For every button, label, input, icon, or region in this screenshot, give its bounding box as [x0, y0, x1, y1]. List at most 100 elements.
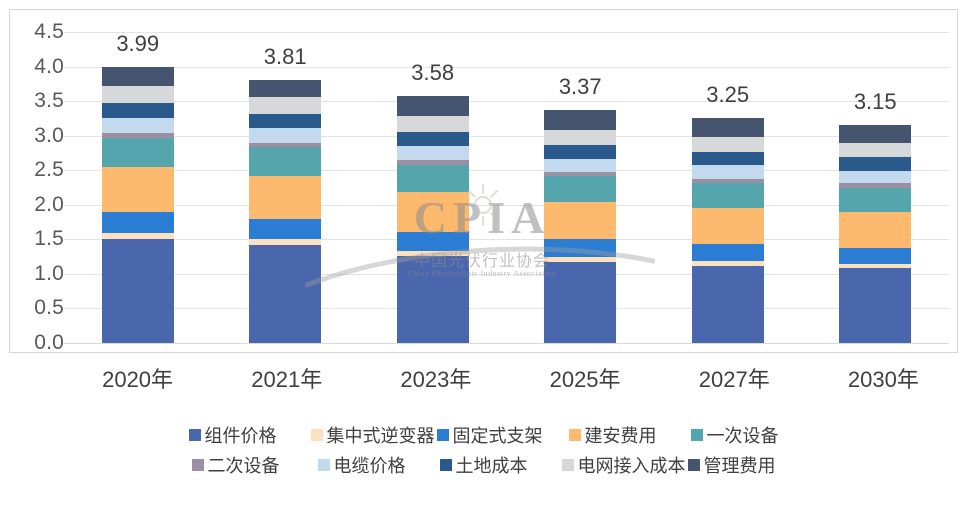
legend-item[interactable]: 电缆价格: [317, 452, 406, 478]
bar-segment[interactable]: [101, 167, 174, 212]
bar-segment[interactable]: [839, 268, 912, 343]
bar-segment[interactable]: [691, 137, 764, 152]
bar-segment[interactable]: [544, 172, 617, 177]
gridline: [64, 66, 949, 68]
bar-segment[interactable]: [839, 211, 912, 248]
y-axis-tick-label: 4.0: [34, 54, 64, 78]
legend-label: 电网接入成本: [577, 456, 686, 476]
legend-item[interactable]: 一次设备: [690, 422, 779, 448]
stacked-bar[interactable]: [101, 67, 174, 343]
bar-segment[interactable]: [544, 159, 617, 173]
stacked-bar[interactable]: [249, 79, 322, 343]
x-axis-tick-label: 2021年: [251, 367, 323, 392]
bar-segment[interactable]: [691, 261, 764, 266]
bar-segment[interactable]: [839, 143, 912, 158]
bar-segment[interactable]: [249, 142, 322, 148]
legend-item[interactable]: 电网接入成本: [561, 452, 686, 478]
bar-group[interactable]: 3.37: [507, 10, 654, 354]
bar-segment[interactable]: [544, 110, 617, 131]
bar-segment[interactable]: [101, 137, 174, 168]
bar-segment[interactable]: [396, 255, 469, 343]
y-axis-tick-label: 3.0: [34, 123, 64, 147]
bar-segment[interactable]: [396, 164, 469, 192]
x-axis-tick-label: 2023年: [400, 367, 472, 392]
bar-segment[interactable]: [249, 147, 322, 176]
bar-segment[interactable]: [249, 79, 322, 98]
stacked-bar[interactable]: [544, 110, 617, 343]
bar-total-label: 3.37: [558, 74, 602, 100]
bar-segment[interactable]: [544, 257, 617, 263]
bar-segment[interactable]: [249, 218, 322, 240]
bar-segment[interactable]: [396, 131, 469, 147]
bar-segment[interactable]: [691, 118, 764, 138]
bar-segment[interactable]: [101, 67, 174, 86]
bar-segment[interactable]: [691, 151, 764, 166]
legend-item[interactable]: 管理费用: [687, 452, 776, 478]
bar-segment[interactable]: [839, 247, 912, 265]
legend-item[interactable]: 二次设备: [191, 452, 280, 478]
stacked-bar[interactable]: [396, 95, 469, 343]
bar-segment[interactable]: [101, 211, 174, 234]
legend-label: 固定式支架: [452, 426, 543, 446]
bar-segment[interactable]: [396, 191, 469, 232]
y-axis-tick-label: 2.5: [34, 158, 64, 182]
bar-segment[interactable]: [839, 157, 912, 171]
bar-segment[interactable]: [691, 165, 764, 179]
bar-segment[interactable]: [249, 175, 322, 219]
bar-segment[interactable]: [544, 130, 617, 146]
bar-segment[interactable]: [101, 103, 174, 118]
x-axis-tick-label: 2027年: [698, 367, 770, 392]
bar-total-label: 3.58: [411, 59, 455, 85]
gridline: [64, 32, 949, 33]
bar-segment[interactable]: [396, 231, 469, 252]
bar-segment[interactable]: [691, 265, 764, 343]
bar-group[interactable]: 3.81: [211, 10, 358, 354]
bar-segment[interactable]: [101, 117, 174, 133]
bar-group[interactable]: 3.25: [654, 10, 801, 354]
legend-item[interactable]: 组件价格: [188, 422, 277, 448]
bar-segment[interactable]: [101, 85, 174, 104]
bar-segment[interactable]: [249, 113, 322, 129]
y-axis-tick-label: 2.0: [34, 192, 64, 216]
bar-segment[interactable]: [839, 170, 912, 184]
bar-segment[interactable]: [691, 207, 764, 245]
bar-segment[interactable]: [839, 187, 912, 212]
plot-area: 3.99 3.81 3.58 3.37 3.25 3.15: [64, 10, 949, 354]
bar-segment[interactable]: [101, 239, 174, 343]
bar-segment[interactable]: [396, 95, 469, 116]
bar-segment[interactable]: [839, 183, 912, 188]
bar-segment[interactable]: [249, 128, 322, 143]
bar-segment[interactable]: [839, 125, 912, 144]
bar-segment[interactable]: [691, 244, 764, 262]
legend-item[interactable]: 土地成本: [439, 452, 528, 478]
bar-segment[interactable]: [396, 115, 469, 132]
bar-segment[interactable]: [544, 262, 617, 343]
bar-segment[interactable]: [544, 176, 617, 203]
bar-group[interactable]: 3.58: [359, 10, 506, 354]
legend-swatch: [188, 429, 201, 441]
legend-item[interactable]: 集中式逆变器: [310, 422, 435, 448]
bar-segment[interactable]: [249, 239, 322, 245]
legend-item[interactable]: 固定式支架: [436, 422, 543, 448]
legend-item[interactable]: 建安费用: [568, 422, 657, 448]
bar-segment[interactable]: [101, 132, 174, 138]
bar-segment[interactable]: [101, 233, 174, 240]
stacked-bar[interactable]: [839, 125, 912, 343]
bar-segment[interactable]: [249, 97, 322, 114]
bar-segment[interactable]: [691, 178, 764, 183]
bar-segment[interactable]: [544, 202, 617, 240]
bar-segment[interactable]: [396, 159, 469, 165]
bar-segment[interactable]: [249, 244, 322, 343]
y-axis-tick-label: 0.0: [34, 331, 64, 354]
bar-segment[interactable]: [691, 182, 764, 208]
bar-group[interactable]: 3.15: [802, 10, 949, 354]
bar-segment[interactable]: [396, 251, 469, 256]
bar-group[interactable]: 3.99: [64, 10, 211, 354]
bar-segment[interactable]: [839, 264, 912, 269]
bar-segment[interactable]: [396, 146, 469, 160]
stacked-bar[interactable]: [691, 118, 764, 343]
legend-label: 土地成本: [455, 456, 528, 476]
bar-segment[interactable]: [544, 239, 617, 258]
bar-segment[interactable]: [544, 145, 617, 160]
